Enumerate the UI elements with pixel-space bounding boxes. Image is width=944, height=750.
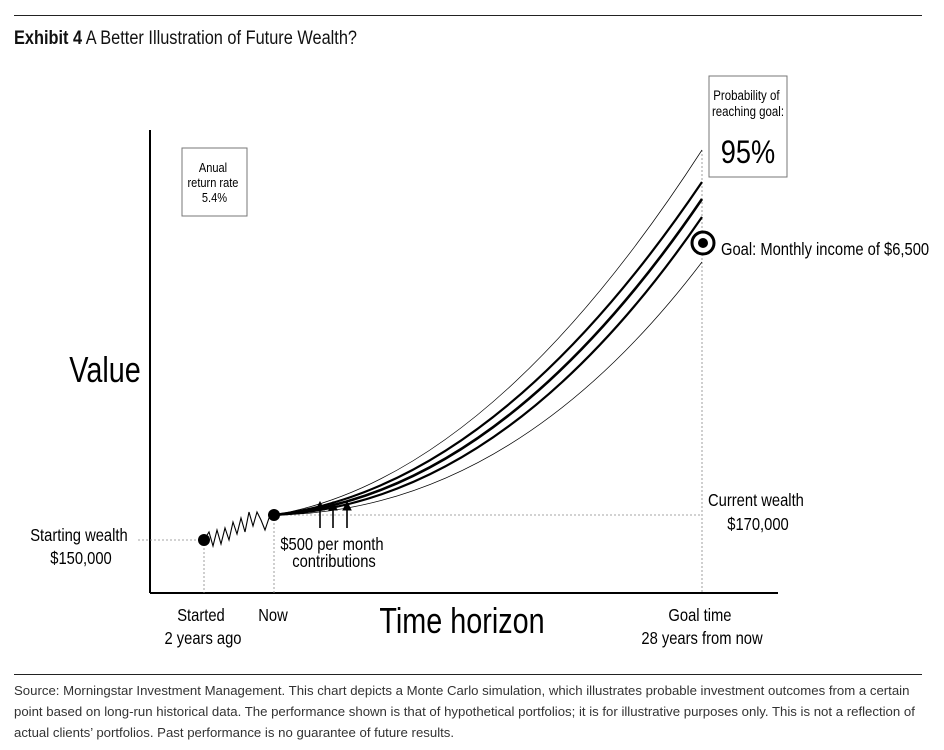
y-axis-label: Value <box>69 349 140 390</box>
svg-text:Starting wealth $150,000: Starting wealth $150,000 <box>30 526 132 569</box>
series-inner-upper <box>273 181 703 517</box>
x-axis-label: Time horizon <box>379 600 544 641</box>
starting-wealth-line-1: Starting wealth <box>30 526 128 546</box>
current-wealth-line-2: $170,000 <box>727 515 788 535</box>
series-median <box>273 198 704 517</box>
starting-wealth-line-2: $150,000 <box>50 549 111 569</box>
svg-text:Anual return rate 5.4%: Anual return rate 5.4% <box>188 160 242 205</box>
tick-started-line-1: Started <box>177 606 225 626</box>
tick-started-line-2: 2 years ago <box>164 629 241 649</box>
tick-goal-line-1: Goal time <box>668 606 731 626</box>
return-box-line-2: return rate <box>188 175 239 190</box>
current-wealth-line-1: Current wealth <box>708 491 804 511</box>
exhibit-title: Exhibit 4 A Better Illustration of Futur… <box>14 28 357 50</box>
svg-text:Started 2 years ago: Started 2 years ago <box>164 606 241 649</box>
svg-text:Current wealth $170,000: Current wealth $170,000 <box>708 491 808 535</box>
series-outer-lower <box>273 261 703 516</box>
probability-value: 95% <box>721 135 775 171</box>
tick-goal-line-2: 28 years from now <box>641 629 762 649</box>
svg-text:$500 per month contributio: $500 per month contributions <box>280 535 387 572</box>
target-icon <box>690 230 716 256</box>
started-marker <box>198 534 210 546</box>
now-marker <box>268 509 280 521</box>
exhibit-title-text: A Better Illustration of Future Wealth? <box>85 28 358 49</box>
return-rate-box <box>181 147 248 217</box>
contributions-line-2: contributions <box>292 552 376 572</box>
source-note: Source: Morningstar Investment Managemen… <box>14 683 915 740</box>
svg-text:Probability of reaching go: Probability of reaching goal: <box>712 88 784 119</box>
exhibit-label: Exhibit 4 <box>14 28 83 49</box>
probability-line-2: reaching goal: <box>712 104 784 119</box>
bottom-rule <box>14 674 922 675</box>
series-outer-upper <box>273 149 703 516</box>
series-inner-lower <box>273 216 703 517</box>
contributions-line-1: $500 per month <box>280 535 383 555</box>
svg-text:Goal time 28 years from no: Goal time 28 years from now <box>641 606 762 649</box>
return-box-line-3: 5.4% <box>202 190 227 205</box>
monte-carlo-chart: Anual return rate 5.4% Probability of re… <box>30 75 929 649</box>
probability-box <box>708 75 788 178</box>
historical-path <box>203 510 275 549</box>
probability-line-1: Probability of <box>713 88 780 103</box>
return-box-line-1: Anual <box>199 160 227 175</box>
contribution-arrows <box>315 500 352 528</box>
goal-label: Goal: Monthly income of $6,500 <box>721 240 929 260</box>
tick-now: Now <box>258 606 288 626</box>
top-rule <box>14 15 922 16</box>
